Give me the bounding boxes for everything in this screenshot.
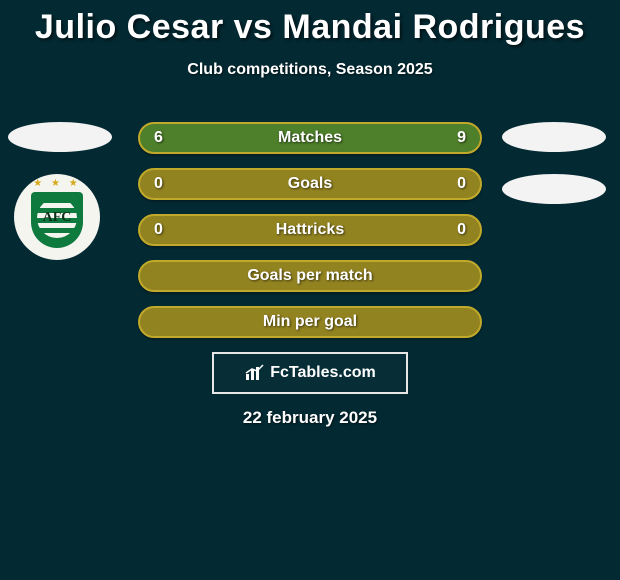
stat-row: 00Goals: [138, 168, 482, 200]
stat-label: Matches: [140, 129, 480, 147]
team-badge-placeholder: [502, 174, 606, 204]
crest-letters: AFC: [43, 210, 72, 226]
stat-label: Hattricks: [140, 221, 480, 239]
right-team-badges: [502, 122, 612, 226]
left-team-badges: ★ ★ ★ AFC: [8, 122, 118, 260]
barchart-icon: [244, 364, 266, 382]
stats-rows: 69Matches 00Goals 00Hattricks Goals per mat…: [138, 122, 482, 352]
page-title: Julio Cesar vs Mandai Rodrigues: [0, 0, 620, 47]
crest-stars-icon: ★ ★ ★: [22, 178, 92, 189]
stat-label: Min per goal: [140, 313, 480, 331]
team-badge-placeholder: [502, 122, 606, 152]
stat-row: Min per goal: [138, 306, 482, 338]
team-crest: ★ ★ ★ AFC: [14, 174, 100, 260]
stat-row: Goals per match: [138, 260, 482, 292]
stat-row: 00Hattricks: [138, 214, 482, 246]
stat-label: Goals per match: [140, 267, 480, 285]
crest-inner-circle: AFC: [37, 198, 77, 238]
footer: FcTables.com 22 february 2025: [0, 352, 620, 428]
crest-graphic: ★ ★ ★ AFC: [22, 182, 92, 252]
stat-label: Goals: [140, 175, 480, 193]
date-text: 22 february 2025: [0, 408, 620, 428]
brand-box: FcTables.com: [212, 352, 408, 394]
brand-text: FcTables.com: [270, 364, 376, 382]
team-badge-placeholder: [8, 122, 112, 152]
stat-row: 69Matches: [138, 122, 482, 154]
subtitle: Club competitions, Season 2025: [0, 61, 620, 79]
